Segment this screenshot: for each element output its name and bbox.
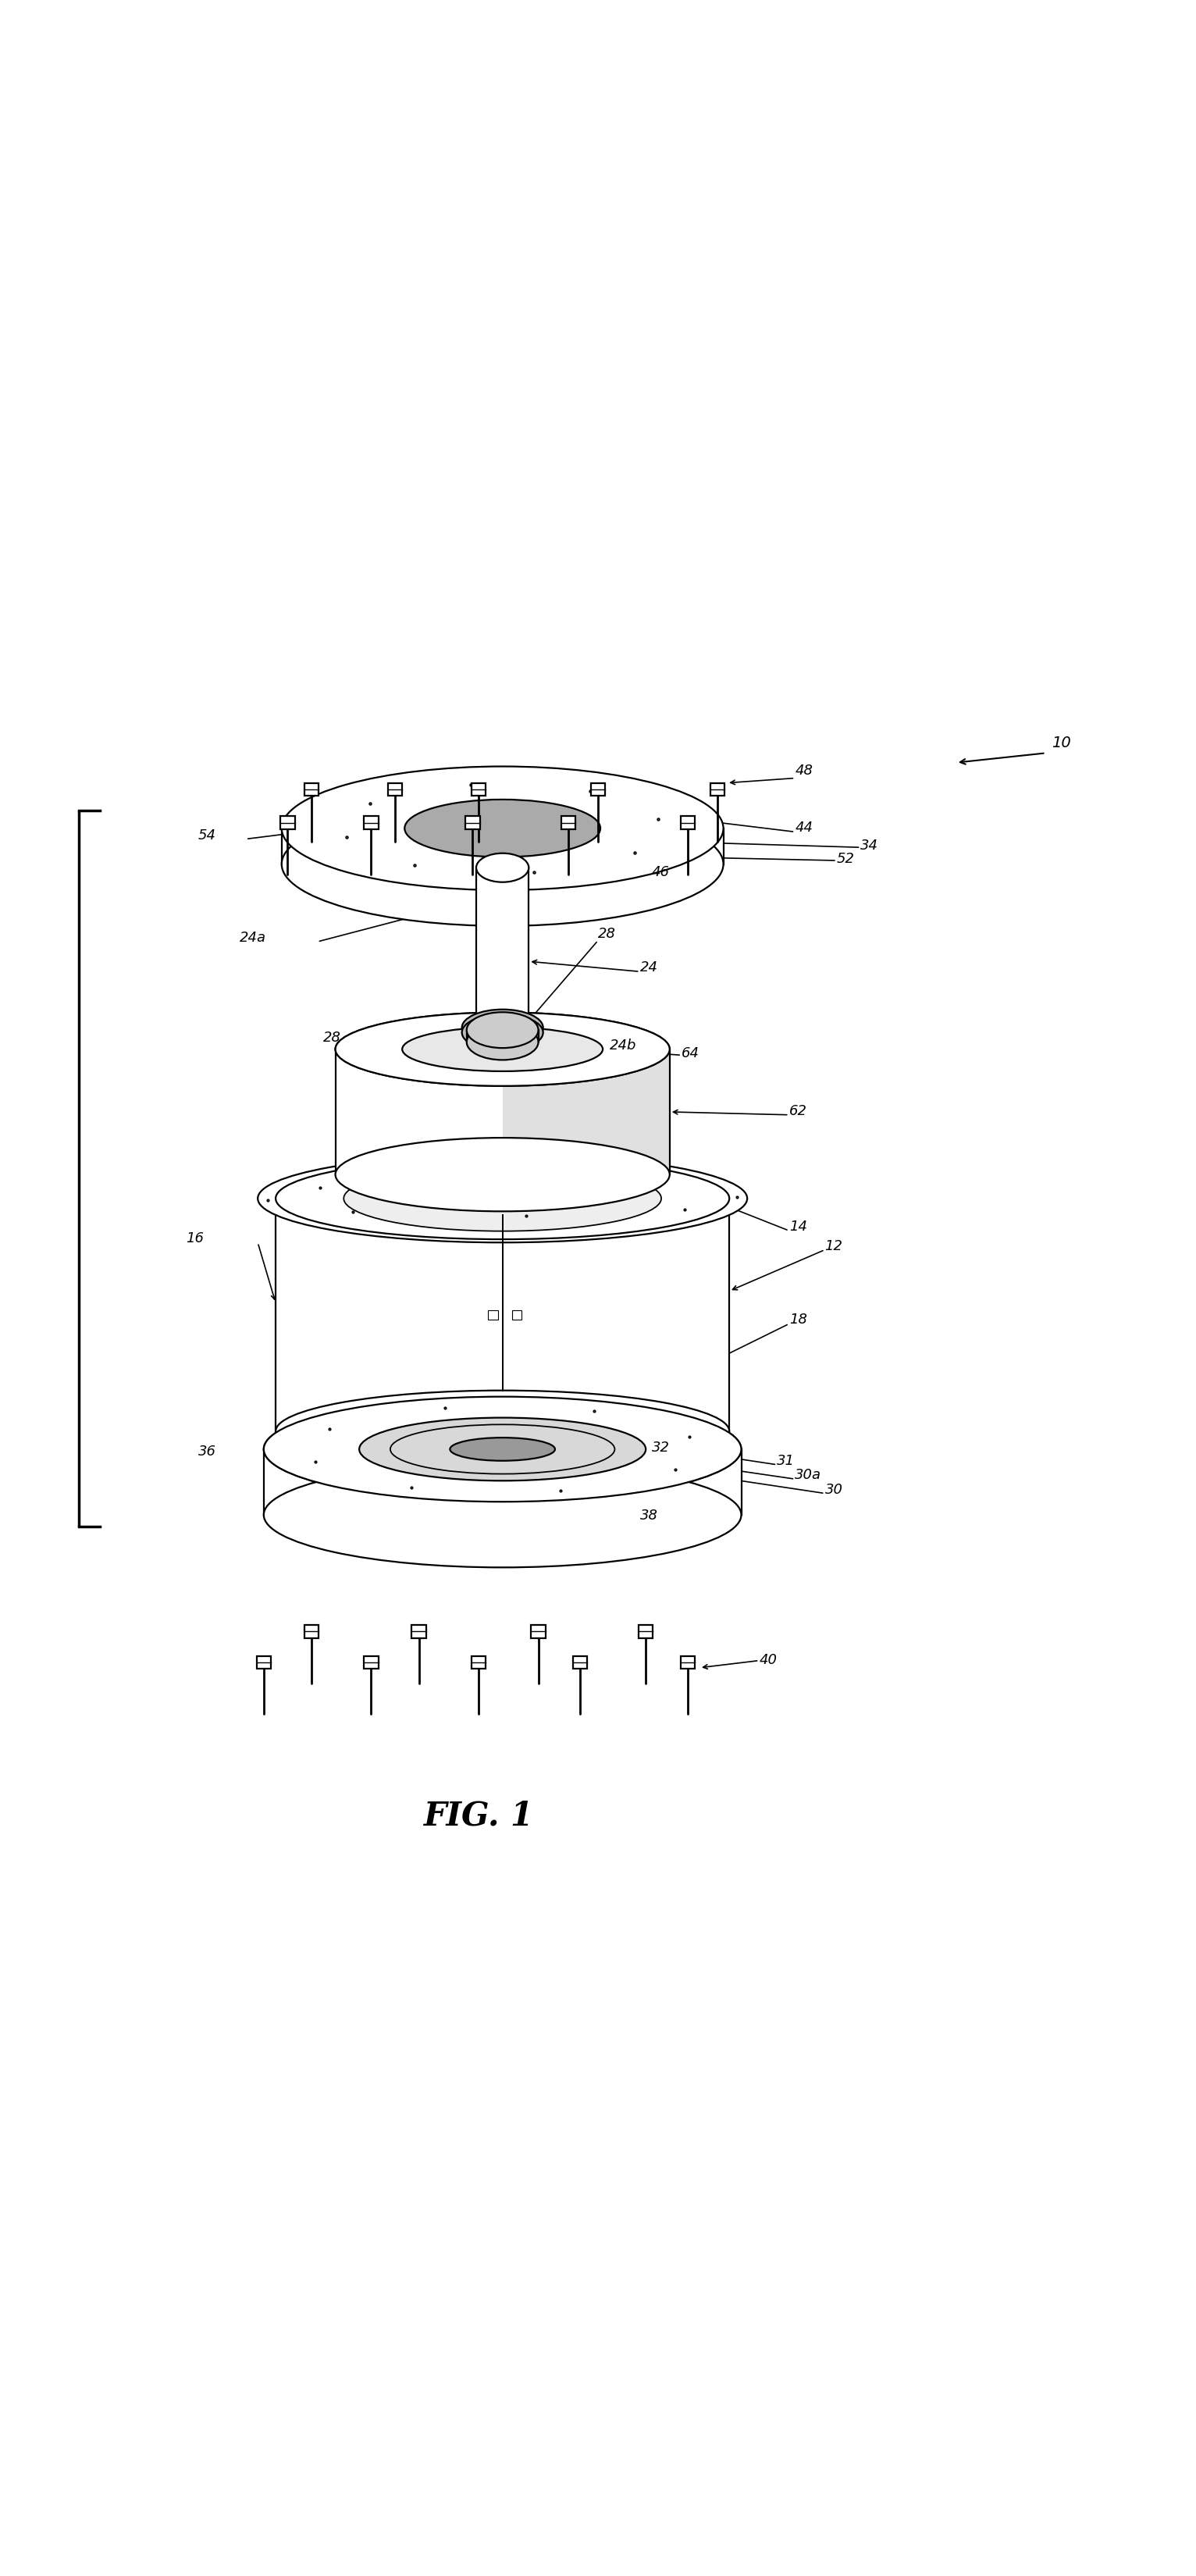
Ellipse shape [359,1417,646,1481]
Ellipse shape [281,801,724,925]
Text: 46: 46 [652,866,670,878]
Bar [488,1311,498,1319]
FancyBboxPatch shape [364,817,378,829]
FancyBboxPatch shape [364,1656,378,1669]
Text: 24b: 24b [610,1038,636,1054]
Text: 12: 12 [825,1239,843,1252]
FancyBboxPatch shape [471,1656,486,1669]
Ellipse shape [462,1010,543,1046]
FancyBboxPatch shape [561,817,575,829]
Text: 36: 36 [199,1445,216,1458]
Ellipse shape [335,1139,670,1211]
FancyBboxPatch shape [388,783,402,796]
Ellipse shape [466,1025,538,1059]
FancyBboxPatch shape [639,1625,653,1638]
Ellipse shape [390,1425,615,1473]
FancyBboxPatch shape [280,817,294,829]
Ellipse shape [258,1154,748,1242]
FancyBboxPatch shape [531,1625,545,1638]
Bar [512,1311,521,1319]
Text: 14: 14 [789,1221,807,1234]
Text: 28: 28 [598,927,616,940]
Text: 24a: 24a [240,930,267,945]
FancyBboxPatch shape [591,783,605,796]
Text: 52: 52 [837,853,855,866]
Ellipse shape [462,1015,543,1051]
FancyBboxPatch shape [411,1625,426,1638]
FancyBboxPatch shape [573,1656,587,1669]
FancyBboxPatch shape [681,1656,695,1669]
Ellipse shape [476,853,529,881]
Text: 44: 44 [795,822,813,835]
Ellipse shape [450,1437,555,1461]
FancyBboxPatch shape [710,783,725,796]
FancyBboxPatch shape [257,1656,270,1669]
Text: 24: 24 [640,961,658,974]
Bar [466,1030,538,1043]
Text: 30a: 30a [795,1468,822,1481]
Ellipse shape [264,1463,742,1566]
Text: 31: 31 [777,1453,795,1468]
Ellipse shape [275,1157,730,1239]
Ellipse shape [335,1012,670,1087]
Text: 54: 54 [199,827,216,842]
Text: FIG. 1: FIG. 1 [423,1801,533,1832]
Text: 40: 40 [759,1654,777,1667]
Text: 30: 30 [825,1481,843,1497]
Bar [335,1048,670,1175]
FancyBboxPatch shape [304,783,318,796]
Text: 34: 34 [861,840,879,853]
Ellipse shape [275,1391,730,1471]
FancyBboxPatch shape [465,817,480,829]
Bar [275,1198,730,1432]
Ellipse shape [476,1018,529,1046]
Text: 28: 28 [323,1030,341,1046]
Text: 64: 64 [682,1046,700,1061]
Ellipse shape [466,1012,538,1048]
Ellipse shape [335,1012,670,1087]
Ellipse shape [402,1028,603,1072]
Bar [476,868,529,1030]
Text: 18: 18 [789,1314,807,1327]
Text: 48: 48 [795,762,813,778]
Text: 38: 38 [640,1510,658,1522]
Ellipse shape [371,788,635,868]
Text: 16: 16 [187,1231,205,1247]
Ellipse shape [281,768,724,891]
FancyBboxPatch shape [681,817,695,829]
Text: 32: 32 [652,1440,670,1455]
FancyBboxPatch shape [471,783,486,796]
Ellipse shape [264,1396,742,1502]
Ellipse shape [264,1396,742,1502]
Ellipse shape [404,799,600,858]
Bar [502,1048,670,1175]
FancyBboxPatch shape [304,1625,318,1638]
Text: 10: 10 [1051,734,1070,750]
Text: 62: 62 [789,1105,807,1118]
Bar [264,1450,742,1515]
Bar [281,829,724,863]
Ellipse shape [343,1167,661,1231]
